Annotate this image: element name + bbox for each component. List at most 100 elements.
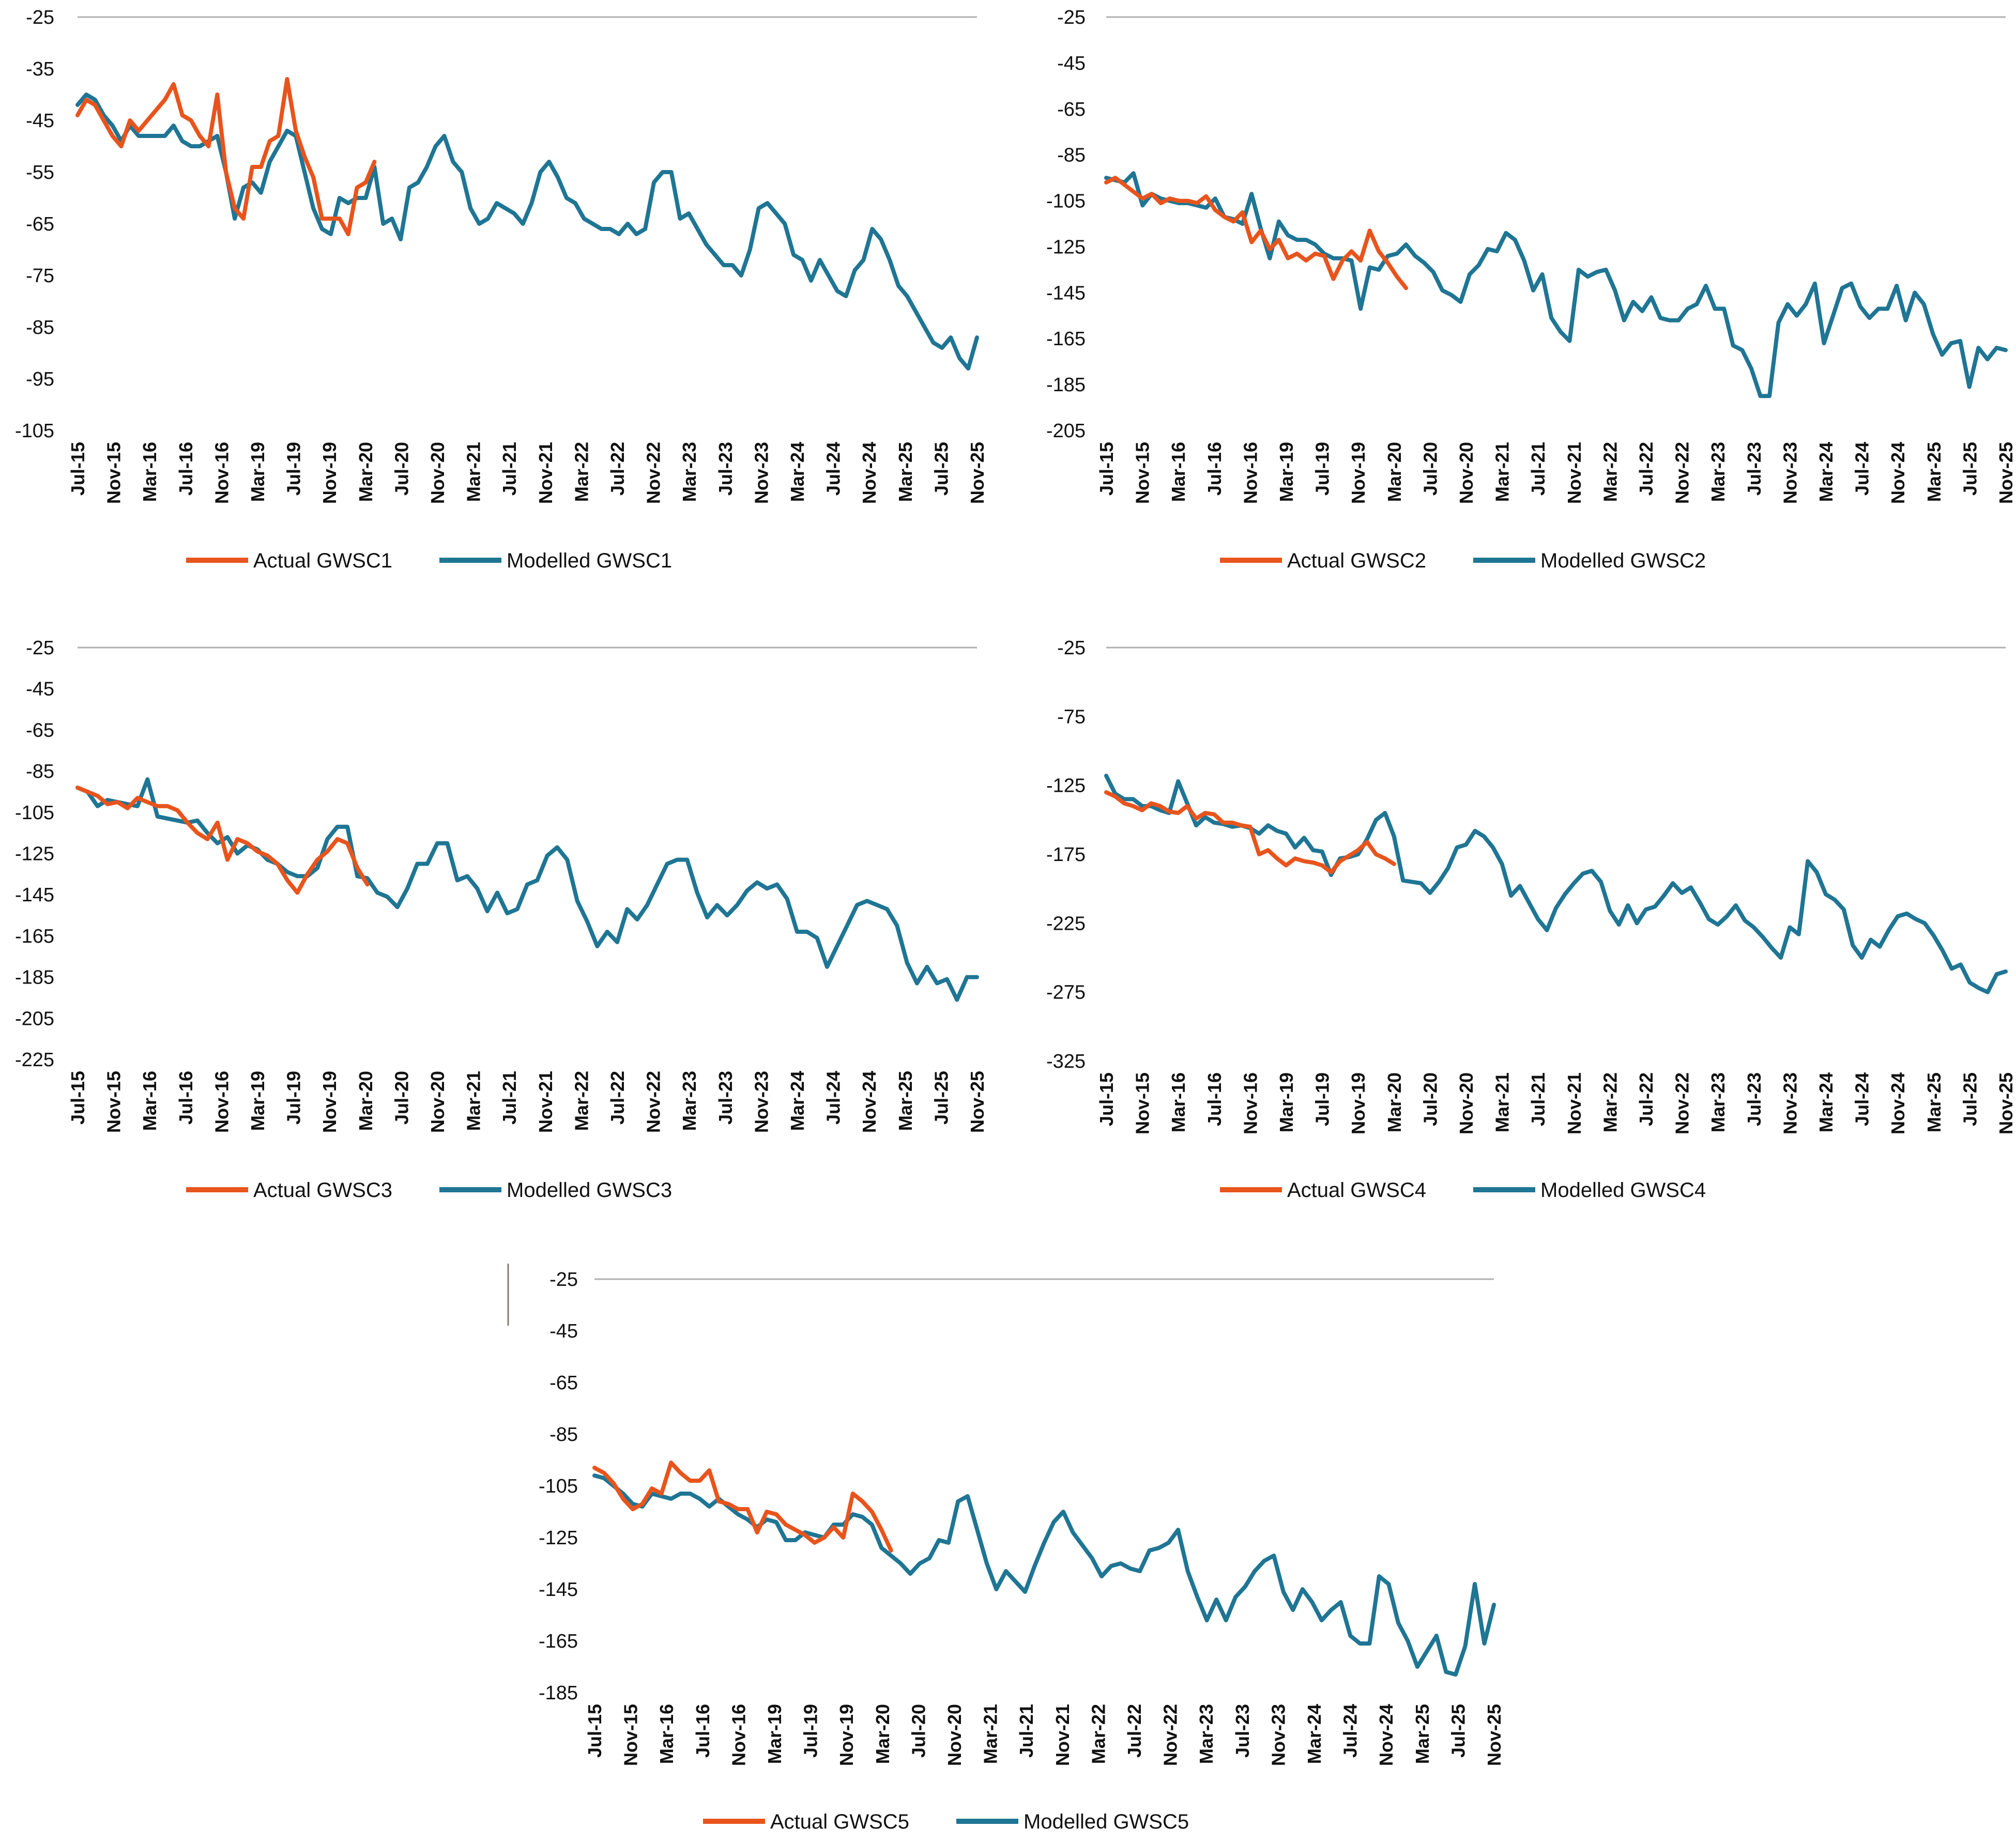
chart-5-series-modelled-line <box>592 1473 1496 1677</box>
chart-4-ytick-label: -75 <box>1057 706 1086 728</box>
chart-4-xtick-label: Jul-16 <box>1204 1072 1225 1126</box>
chart-2-xtick-label: Nov-16 <box>1240 442 1261 504</box>
chart-2-ytick-label: -65 <box>1057 99 1086 120</box>
chart-1-series-modelled-line <box>75 93 979 371</box>
chart-4-xtick-label: Nov-15 <box>1132 1072 1153 1134</box>
chart-5-ytick-label: -145 <box>539 1579 578 1601</box>
chart-5-xtick-label: Jul-25 <box>1447 1704 1469 1758</box>
chart-2-ytick-label: -45 <box>1057 53 1086 74</box>
chart-2: -25 -45 -65 -85 -105 -125 -145 -165 -185 -205 Jul-… <box>1046 7 2016 572</box>
chart-1-xtick-label: Nov-23 <box>751 442 772 504</box>
chart-2-xtick-label: Nov-22 <box>1672 442 1693 504</box>
chart-3-xtick-label: Jul-24 <box>823 1071 844 1125</box>
chart-2-xtick-label: Nov-21 <box>1564 442 1585 504</box>
chart-1-ytick-label: -85 <box>26 317 54 339</box>
chart-3-xtick-label: Jul-25 <box>930 1071 952 1125</box>
chart-5-xtick-label: Nov-23 <box>1267 1704 1289 1766</box>
chart-5-xtick-label: Mar-20 <box>872 1704 893 1764</box>
chart-1-xtick-label: Jul-15 <box>67 442 88 496</box>
chart-3-xtick-label: Nov-15 <box>103 1071 125 1133</box>
chart-2-xtick-label: Jul-25 <box>1959 442 1980 496</box>
chart-2-xtick-label: Mar-23 <box>1707 442 1729 502</box>
chart-5-xtick-label: Mar-25 <box>1412 1704 1433 1764</box>
chart-1-xtick-label: Mar-24 <box>787 442 808 502</box>
chart-2-xtick-label: Jul-21 <box>1528 442 1549 496</box>
chart-2-xtick-label: Nov-20 <box>1456 442 1477 504</box>
chart-1-series-actual-line <box>75 77 377 236</box>
chart-5-xtick-label: Nov-24 <box>1376 1704 1397 1766</box>
chart-2-xtick-label: Jul-19 <box>1312 442 1333 496</box>
chart-3-series-actual-line <box>75 786 370 895</box>
chart-5-ytick-label: -25 <box>549 1269 578 1291</box>
chart-1-xtick-label: Jul-21 <box>499 442 520 496</box>
chart-4-xtick-label: Jul-20 <box>1419 1072 1441 1126</box>
chart-5-xtick-label: Jul-22 <box>1124 1704 1145 1758</box>
chart-3-ytick-label: -185 <box>15 967 54 989</box>
chart-1-xtick-label: Nov-16 <box>211 442 232 504</box>
chart-4-ytick-label: -275 <box>1046 982 1086 1004</box>
chart-4-legend-actual: Actual GWSC4 <box>1220 1179 1426 1202</box>
chart-5-xtick-label: Mar-24 <box>1304 1704 1325 1764</box>
chart-5-xtick-label: Jul-24 <box>1340 1704 1361 1758</box>
chart-2-ytick-label: -205 <box>1046 420 1086 442</box>
chart-5-xtick-label: Mar-22 <box>1088 1704 1109 1764</box>
chart-1-xtick-label: Mar-21 <box>463 442 484 502</box>
chart-4-xtick-label: Nov-21 <box>1564 1072 1585 1134</box>
chart-4-ytick-label: -225 <box>1046 913 1086 934</box>
chart-2-legend-modelled: Modelled GWSC2 <box>1473 549 1706 572</box>
chart-4-xtick-label: Mar-23 <box>1707 1072 1729 1132</box>
chart-3-xtick-label: Nov-20 <box>427 1071 448 1133</box>
chart-1-xtick-label: Jul-16 <box>175 442 196 496</box>
chart-1-ytick-label: -25 <box>26 7 54 28</box>
chart-1-xtick-label: Nov-22 <box>643 442 664 504</box>
chart-3-series-modelled-line <box>75 777 979 1002</box>
chart-3-xtick-label: Nov-23 <box>751 1071 772 1133</box>
chart-2-xtick-label: Nov-19 <box>1348 442 1369 504</box>
chart-4-xtick-label: Jul-25 <box>1959 1072 1980 1126</box>
chart-1-ytick-label: -75 <box>26 265 54 287</box>
chart-3-xtick-label: Mar-23 <box>679 1071 700 1131</box>
chart-4-series-modelled-line <box>1104 774 2008 994</box>
chart-2-series-actual-line <box>1104 176 1408 290</box>
chart-5-series-actual-line <box>592 1461 893 1553</box>
chart-3-xtick-label: Mar-22 <box>571 1071 592 1131</box>
legend-label: Modelled GWSC5 <box>1024 1810 1189 1833</box>
chart-5-xtick-label: Mar-23 <box>1196 1704 1217 1764</box>
chart-1-xtick-label: Nov-20 <box>427 442 448 504</box>
chart-5-ytick-label: -125 <box>539 1527 578 1549</box>
chart-4-xtick-label: Nov-20 <box>1456 1072 1477 1134</box>
legend-label: Modelled GWSC4 <box>1540 1179 1706 1202</box>
chart-4: -25 -75 -125 -175 -225 -275 -325 Jul-15 Nov-15 Ma… <box>1046 637 2016 1202</box>
chart-2-xtick-label: Nov-23 <box>1779 442 1800 504</box>
chart-4-xtick-label: Mar-19 <box>1276 1072 1297 1132</box>
chart-5-ytick-label: -65 <box>549 1372 578 1394</box>
chart-4-xtick-label: Mar-24 <box>1815 1072 1837 1132</box>
chart-2-ytick-label: -105 <box>1046 191 1086 212</box>
chart-2-series-modelled-line <box>1104 171 2008 398</box>
chart-4-xtick-label: Mar-21 <box>1492 1072 1513 1132</box>
legend-label: Modelled GWSC1 <box>507 549 672 572</box>
chart-1-xtick-label: Jul-25 <box>930 442 952 496</box>
chart-3-xtick-label: Mar-25 <box>895 1071 916 1131</box>
chart-1-xtick-label: Mar-25 <box>895 442 916 502</box>
chart-1-xtick-label: Nov-24 <box>859 442 880 504</box>
chart-2-ytick-label: -85 <box>1057 145 1086 166</box>
chart-4-xtick-label: Jul-21 <box>1528 1072 1549 1126</box>
chart-3-xtick-label: Mar-16 <box>139 1071 160 1131</box>
chart-5-ytick-label: -165 <box>539 1631 578 1652</box>
chart-5-xtick-label: Nov-22 <box>1160 1704 1181 1766</box>
chart-3-ytick-label: -45 <box>26 679 54 700</box>
legend-label: Actual GWSC3 <box>253 1179 392 1202</box>
chart-1-ytick-label: -55 <box>26 162 54 183</box>
chart-1-ytick-label: -105 <box>15 420 54 442</box>
legend-label: Modelled GWSC2 <box>1540 549 1706 572</box>
chart-3-xtick-label: Jul-15 <box>67 1071 88 1125</box>
chart-5: -25 -45 -65 -85 -105 -125 -145 -165 -185 Jul-15 No… <box>507 1264 1505 1833</box>
chart-4-xtick-label: Jul-19 <box>1312 1072 1333 1126</box>
chart-3-ytick-label: -65 <box>26 719 54 741</box>
chart-3-xtick-label: Nov-16 <box>211 1071 232 1133</box>
chart-5-legend-modelled: Modelled GWSC5 <box>956 1810 1189 1833</box>
chart-3-xtick-label: Jul-16 <box>175 1071 196 1125</box>
chart-3-ytick-label: -85 <box>26 761 54 782</box>
chart-5-xtick-label: Jul-19 <box>800 1704 821 1758</box>
